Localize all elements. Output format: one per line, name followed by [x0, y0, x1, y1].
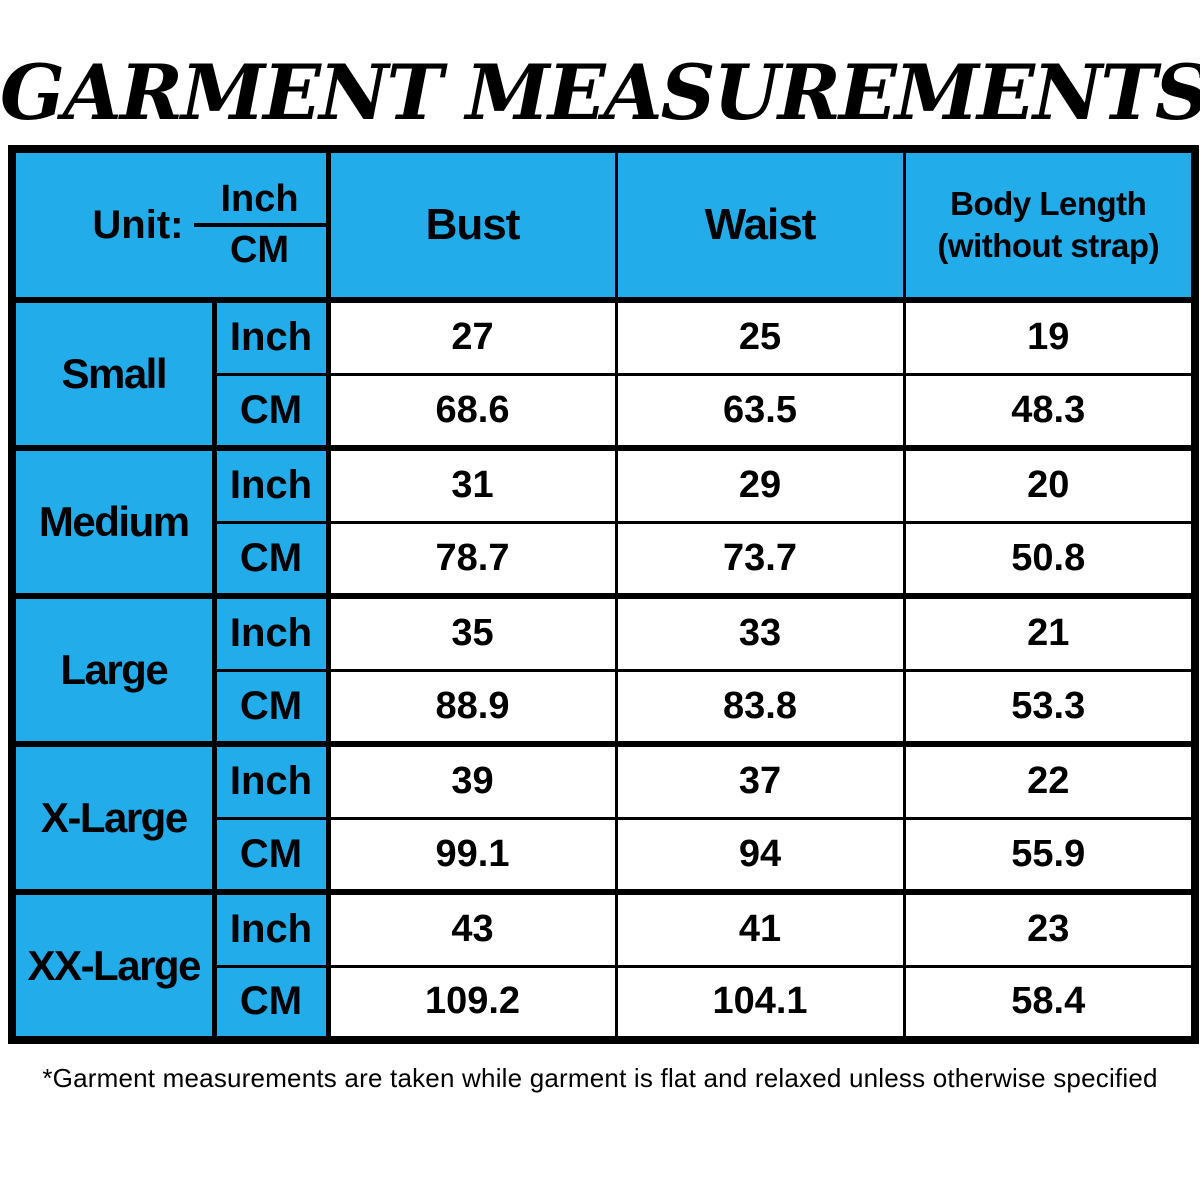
- size-cell-small: Small: [10, 297, 217, 450]
- value-cell-small-inch-bust: 27: [326, 297, 618, 376]
- value-cell-xxlarge-inch-bust: 43: [326, 889, 618, 968]
- value-cell-medium-inch-bust: 31: [326, 445, 618, 524]
- table-row-medium-cm: CM 78.7 73.7 50.8: [12, 520, 1197, 598]
- table-row-xxlarge-inch: XX-Large Inch 43 41 23: [10, 889, 1197, 1042]
- value-cell-xlarge-inch-bust: 39: [326, 741, 618, 820]
- value-cell-medium-cm-bust: 78.7: [326, 520, 618, 598]
- header-unit-cell: Unit: Inch CM: [10, 147, 331, 302]
- value-cell-medium-cm-waist: 73.7: [614, 520, 906, 598]
- table-row-large-inch: Large Inch 35 33 21: [10, 593, 1197, 746]
- value-cell-xxlarge-inch-bodylength: 23: [902, 889, 1197, 968]
- garment-measurements-table: Unit: Inch CM Bust Waist Body Length (wi…: [8, 145, 1199, 1044]
- table-row-xlarge-cm: CM 99.1 94 55.9: [12, 816, 1197, 894]
- table-row-large-cm: CM 88.9 83.8 53.3: [12, 668, 1197, 746]
- value-cell-xxlarge-cm-bodylength: 58.4: [902, 964, 1197, 1042]
- value-cell-xxlarge-cm-bust: 109.2: [326, 964, 618, 1042]
- unit-cell-inch: Inch: [212, 593, 331, 672]
- unit-fraction-stack: Inch CM: [193, 176, 323, 274]
- value-cell-xlarge-cm-bodylength: 55.9: [902, 816, 1197, 894]
- unit-cell-inch: Inch: [212, 741, 331, 820]
- footnote: *Garment measurements are taken while ga…: [42, 1063, 1158, 1093]
- unit-cell-cm: CM: [212, 816, 331, 894]
- unit-cell-cm: CM: [212, 520, 331, 598]
- value-cell-xlarge-inch-bodylength: 22: [902, 741, 1197, 820]
- value-cell-xlarge-inch-waist: 37: [614, 741, 906, 820]
- value-cell-large-inch-bust: 35: [326, 593, 618, 672]
- unit-inch-option: Inch: [220, 178, 299, 220]
- table-row-xlarge-inch: X-Large Inch 39 37 22: [10, 741, 1197, 894]
- unit-cell-cm: CM: [212, 668, 331, 746]
- size-cell-medium: Medium: [10, 445, 217, 598]
- header-bust: Bust: [326, 147, 618, 302]
- unit-cell-cm: CM: [212, 372, 331, 450]
- value-cell-small-cm-bodylength: 48.3: [902, 372, 1197, 450]
- unit-cell-inch: Inch: [212, 297, 331, 376]
- value-cell-large-inch-waist: 33: [614, 593, 906, 672]
- value-cell-xlarge-cm-waist: 94: [614, 816, 906, 894]
- header-body-length-line2: (without strap): [937, 227, 1160, 264]
- header-body-length-line1: Body Length: [950, 184, 1147, 222]
- value-cell-xxlarge-inch-waist: 41: [614, 889, 906, 968]
- value-cell-large-cm-bust: 88.9: [326, 668, 618, 746]
- value-cell-xlarge-cm-bust: 99.1: [326, 816, 618, 894]
- size-cell-xxlarge: XX-Large: [10, 889, 217, 1042]
- unit-cm-option: CM: [229, 229, 290, 271]
- value-cell-small-cm-bust: 68.6: [326, 372, 618, 450]
- value-cell-large-inch-bodylength: 21: [902, 593, 1197, 672]
- size-cell-large: Large: [10, 593, 217, 746]
- page-title: GARMENT MEASUREMENTS: [0, 48, 1200, 137]
- value-cell-medium-inch-bodylength: 20: [902, 445, 1197, 524]
- value-cell-small-inch-bodylength: 19: [902, 297, 1197, 376]
- value-cell-small-inch-waist: 25: [614, 297, 906, 376]
- table-row-small-inch: Small Inch 27 25 19: [10, 297, 1197, 450]
- table-row-small-cm: CM 68.6 63.5 48.3: [12, 372, 1197, 450]
- value-cell-small-cm-waist: 63.5: [614, 372, 906, 450]
- value-cell-large-cm-waist: 83.8: [614, 668, 906, 746]
- value-cell-medium-inch-waist: 29: [614, 445, 906, 524]
- unit-fraction: Unit: Inch CM: [16, 153, 323, 297]
- table-row-xxlarge-cm: CM 109.2 104.1 58.4: [12, 964, 1197, 1042]
- unit-cell-inch: Inch: [212, 445, 331, 524]
- table-row-medium-inch: Medium Inch 31 29 20: [10, 445, 1197, 598]
- value-cell-large-cm-bodylength: 53.3: [902, 668, 1197, 746]
- header-body-length: Body Length (without strap): [902, 147, 1197, 302]
- value-cell-medium-cm-bodylength: 50.8: [902, 520, 1197, 598]
- header-row: Unit: Inch CM Bust Waist Body Length (wi…: [10, 147, 1197, 302]
- header-waist: Waist: [614, 147, 906, 302]
- fraction-divider-line: [193, 223, 323, 227]
- value-cell-xxlarge-cm-waist: 104.1: [614, 964, 906, 1042]
- size-cell-xlarge: X-Large: [10, 741, 217, 894]
- unit-cell-cm: CM: [212, 964, 331, 1042]
- unit-cell-inch: Inch: [212, 889, 331, 968]
- unit-label: Unit:: [92, 202, 184, 247]
